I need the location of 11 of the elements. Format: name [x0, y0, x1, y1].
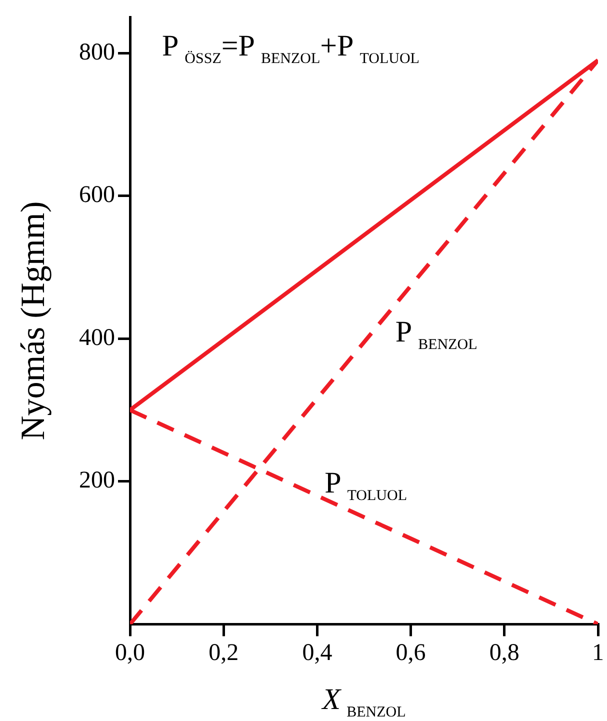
y-tick-label: 200 — [79, 468, 115, 494]
x-tick-label: 0,2 — [208, 640, 239, 666]
x-tick-label: 0,0 — [115, 640, 145, 666]
y-tick-label: 800 — [79, 39, 115, 66]
y-tick-label: 600 — [79, 182, 115, 208]
y-axis-title: Nyomás (Hgmm) — [15, 201, 52, 440]
x-tick-label: 1 — [592, 640, 604, 666]
y-tick-label: 400 — [79, 324, 115, 351]
x-tick-label: 0,4 — [302, 640, 332, 666]
x-tick-label: 0,8 — [489, 640, 520, 666]
x-tick-label: 0,6 — [396, 640, 426, 666]
